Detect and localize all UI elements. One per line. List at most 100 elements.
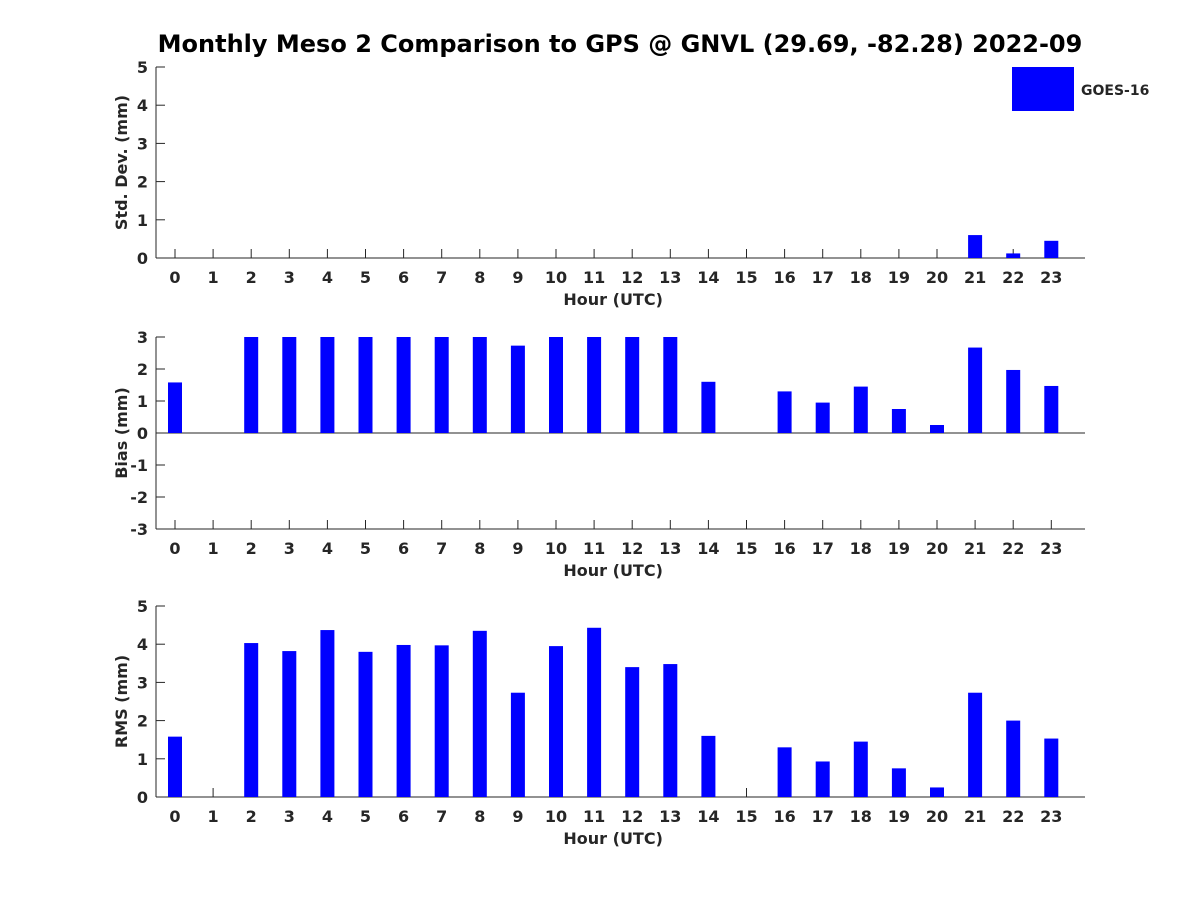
panel-2-x-tick-label: 10 [545, 539, 567, 558]
chart-title: Monthly Meso 2 Comparison to GPS @ GNVL … [157, 30, 1083, 58]
panel-3-bar [891, 768, 906, 797]
panel-2-bar [930, 425, 944, 433]
panel-3-x-tick-label: 19 [888, 807, 910, 826]
panel-3-x-tick-label: 2 [246, 807, 257, 826]
panel-1-x-tick-label: 22 [1002, 268, 1024, 287]
panel-2-x-label: Hour (UTC) [563, 561, 663, 580]
panel-3-y-tick-label: 0 [137, 788, 148, 807]
panel-3-x-tick-label: 3 [284, 807, 295, 826]
panel-3-bar [396, 644, 411, 797]
panel-3-x-tick-label: 11 [583, 807, 605, 826]
panel-3-x-tick-label: 9 [512, 807, 523, 826]
panel-3-x-tick-label: 13 [659, 807, 681, 826]
panel-3-bar [1044, 738, 1059, 797]
panel-1-x-tick-label: 6 [398, 268, 409, 287]
panel-1-x-tick-label: 21 [964, 268, 986, 287]
panel-2-y-tick-label: -1 [130, 456, 148, 475]
panel-3-x-tick-label: 4 [322, 807, 333, 826]
panel-3-x-tick-label: 15 [735, 807, 757, 826]
panel-1-x-tick-label: 20 [926, 268, 948, 287]
panel-2-x-tick-label: 22 [1002, 539, 1024, 558]
panel-1-x-tick-label: 15 [735, 268, 757, 287]
panel-3-x-tick-label: 22 [1002, 807, 1024, 826]
panel-3-y-tick-label: 5 [137, 597, 148, 616]
panel-3-x-tick-label: 20 [926, 807, 948, 826]
panel-2-bar [472, 337, 487, 433]
panel-2-x-tick-label: 12 [621, 539, 643, 558]
panel-3-x-tick-label: 17 [812, 807, 834, 826]
panel-3-y-tick-label: 3 [137, 673, 148, 692]
panel-3-bar [777, 747, 792, 797]
panel-3-x-tick-label: 7 [436, 807, 447, 826]
panel-3-bar [930, 787, 944, 797]
panel-2-y-tick-label: -2 [130, 488, 148, 507]
panel-1-x-tick-label: 5 [360, 268, 371, 287]
panel-3-bar [168, 736, 182, 797]
panel-1-x-tick-label: 1 [208, 268, 219, 287]
panel-1-bar [968, 235, 983, 258]
panel-2-x-tick-label: 17 [812, 539, 834, 558]
panel-3-bar [510, 692, 525, 797]
panel-3-bar [320, 630, 335, 797]
panel-2-bar [701, 381, 716, 433]
panel-2-x-tick-label: 19 [888, 539, 910, 558]
panel-1-x-tick-label: 18 [850, 268, 872, 287]
panel-1-x-tick-label: 7 [436, 268, 447, 287]
panel-3-x-tick-label: 6 [398, 807, 409, 826]
panel-1-x-tick-label: 4 [322, 268, 333, 287]
panel-2-x-tick-label: 4 [322, 539, 333, 558]
panel-2-bar [282, 337, 297, 433]
panel-1-bar [1044, 240, 1059, 258]
panel-2-x-tick-label: 5 [360, 539, 371, 558]
panel-2-bar [891, 409, 906, 433]
panel-1-x-tick-label: 3 [284, 268, 295, 287]
panel-1-y-label: Std. Dev. (mm) [112, 95, 131, 230]
panel-2-bar [777, 391, 792, 433]
panel-2-x-tick-label: 21 [964, 539, 986, 558]
panel-2-bar [587, 337, 602, 433]
panel-3-bar [968, 692, 983, 797]
panel-2-bar [434, 337, 449, 433]
panel-2-bar [968, 347, 983, 433]
panel-2-bar [358, 337, 373, 433]
panel-3-x-tick-label: 16 [773, 807, 795, 826]
panel-3-x-tick-label: 1 [208, 807, 219, 826]
panel-2-x-tick-label: 20 [926, 539, 948, 558]
panel-2-bar [320, 337, 335, 433]
panel-3-y-tick-label: 2 [137, 712, 148, 731]
panel-2-x-tick-label: 23 [1040, 539, 1062, 558]
panel-3-y-tick-label: 4 [137, 635, 148, 654]
panel-1-x-tick-label: 13 [659, 268, 681, 287]
panel-3-bar [625, 667, 640, 797]
panel-3-x-tick-label: 14 [697, 807, 719, 826]
panel-2-bar [549, 337, 563, 433]
panel-1-x-tick-label: 19 [888, 268, 910, 287]
panel-2-x-tick-label: 15 [735, 539, 757, 558]
panel-3-bar [1006, 720, 1021, 797]
panel-1-x-label: Hour (UTC) [563, 290, 663, 309]
panel-3-x-tick-label: 12 [621, 807, 643, 826]
panel-1-y-tick-label: 4 [137, 96, 148, 115]
panel-3-bar [587, 627, 602, 797]
panel-1-x-tick-label: 14 [697, 268, 719, 287]
panel-3-x-tick-label: 21 [964, 807, 986, 826]
panel-1-x-tick-label: 11 [583, 268, 605, 287]
panel-2-bar [510, 345, 525, 433]
panel-3-bar [472, 630, 487, 797]
panel-1-x-tick-label: 17 [812, 268, 834, 287]
panel-2-x-tick-label: 6 [398, 539, 409, 558]
panel-2-x-tick-label: 7 [436, 539, 447, 558]
panel-3-y-tick-label: 1 [137, 750, 148, 769]
legend-swatch [1012, 67, 1074, 111]
panel-2-bar [853, 386, 868, 433]
panel-3-x-tick-label: 0 [169, 807, 180, 826]
panel-3-bar [549, 646, 563, 797]
panel-2-y-tick-label: -3 [130, 520, 148, 539]
panel-3-bar [853, 741, 868, 797]
panel-3-bar [434, 645, 449, 797]
panel-2-bar [815, 402, 830, 433]
panel-3-x-tick-label: 10 [545, 807, 567, 826]
panel-1-y-tick-label: 5 [137, 58, 148, 77]
panel-2-y-tick-label: 0 [137, 424, 148, 443]
